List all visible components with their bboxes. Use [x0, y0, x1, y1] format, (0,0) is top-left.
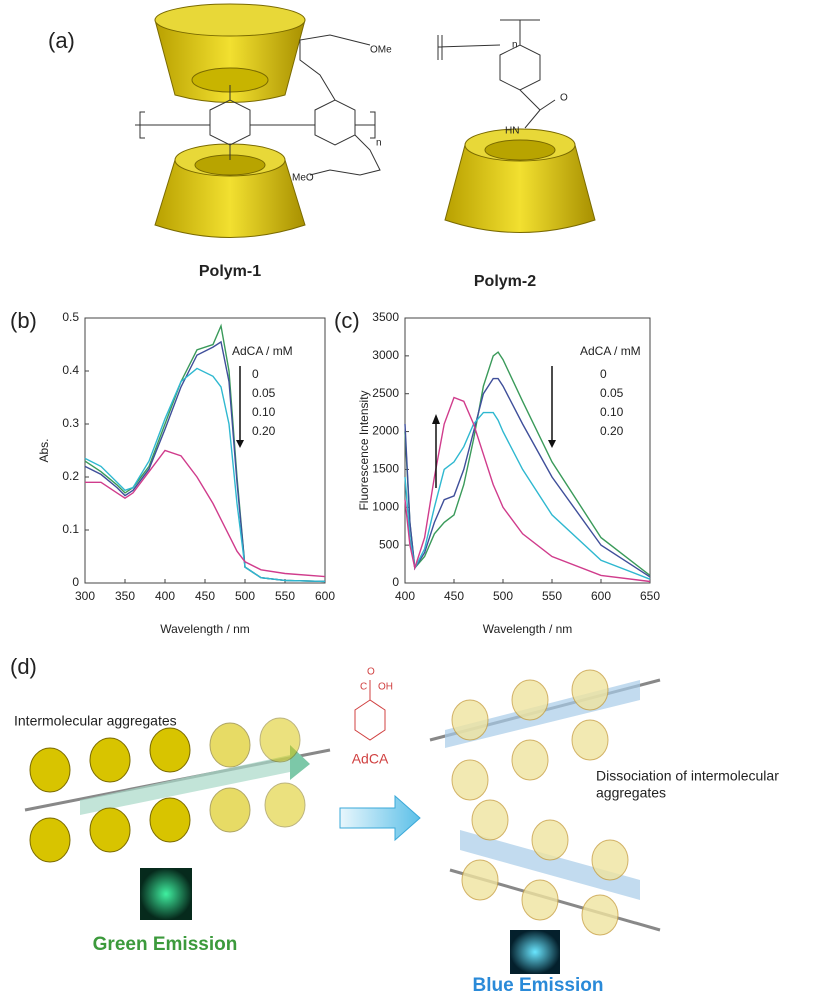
panel-label: (c) — [334, 308, 360, 333]
x-tick-label: 300 — [75, 589, 95, 603]
reagent-label: AdCA — [352, 751, 389, 767]
series-line — [404, 396, 651, 583]
x-axis-label: Wavelength / nm — [483, 622, 573, 636]
legend-label: 0.20 — [600, 424, 624, 438]
x-tick-label: 350 — [115, 589, 135, 603]
y-tick-label: 3000 — [372, 348, 399, 362]
y-tick-label: 0.1 — [62, 522, 79, 536]
y-tick-label: 0 — [392, 575, 399, 589]
x-tick-label: 550 — [275, 589, 295, 603]
emission-label: Green Emission — [93, 934, 238, 955]
y-tick-label: 1500 — [372, 462, 399, 476]
caption: Dissociation of intermolecular — [596, 768, 779, 784]
chem-label: n — [376, 138, 382, 149]
series-line — [84, 367, 326, 583]
y-axis-label: Abs. — [37, 438, 51, 462]
legend-label: 0 — [252, 367, 259, 381]
legend-arrow-head — [548, 440, 556, 448]
legend-title: AdCA / mM — [580, 344, 641, 358]
x-tick-label: 400 — [155, 589, 175, 603]
legend-label: 0.20 — [252, 424, 276, 438]
panel-label: (b) — [10, 308, 37, 333]
chem-label: OMe — [370, 45, 392, 56]
y-tick-label: 0 — [72, 575, 79, 589]
chem-label: OH — [378, 682, 393, 693]
caption: aggregates — [596, 785, 666, 801]
aggregate-left — [24, 717, 331, 920]
chem-label: n — [512, 40, 518, 51]
legend-arrow-head — [236, 440, 244, 448]
polymer-name: Polym-1 — [199, 263, 261, 280]
x-tick-label: 500 — [235, 589, 255, 603]
y-tick-label: 0.4 — [62, 363, 79, 377]
chem-label: MeO — [292, 173, 314, 184]
x-tick-label: 500 — [493, 589, 513, 603]
caption: Intermolecular aggregates — [14, 713, 177, 729]
polymer-name: Polym-2 — [474, 273, 536, 290]
chem-label: C — [360, 682, 367, 693]
series-line — [85, 449, 326, 578]
legend-label: 0.05 — [252, 386, 276, 400]
y-tick-label: 3500 — [372, 310, 399, 324]
y-tick-label: 0.2 — [62, 469, 79, 483]
series-line — [404, 377, 651, 578]
reaction-arrow — [339, 680, 421, 842]
series-line — [404, 351, 651, 576]
legend-label: 0.05 — [600, 386, 624, 400]
y-tick-label: 0.3 — [62, 416, 79, 430]
panel-label: (a) — [48, 28, 75, 53]
y-tick-label: 2000 — [372, 424, 399, 438]
y-tick-label: 2500 — [372, 386, 399, 400]
x-tick-label: 650 — [640, 589, 660, 603]
chem-label: HN — [505, 126, 519, 137]
y-axis-label: Fluorescence Intensity — [357, 390, 371, 510]
chem-label: O — [560, 93, 568, 104]
legend-label: 0.10 — [252, 405, 276, 419]
y-tick-label: 1000 — [372, 499, 399, 513]
chem-label: O — [367, 667, 375, 678]
x-tick-label: 550 — [542, 589, 562, 603]
series-line — [84, 323, 326, 583]
legend-label: 0.10 — [600, 405, 624, 419]
series-line — [84, 340, 326, 583]
aggregate-right — [429, 669, 661, 974]
x-tick-label: 450 — [195, 589, 215, 603]
legend-title: AdCA / mM — [232, 344, 293, 358]
emission-label: Blue Emission — [473, 975, 604, 996]
y-tick-label: 500 — [379, 537, 399, 551]
x-tick-label: 600 — [315, 589, 335, 603]
legend-label: 0 — [600, 367, 607, 381]
cyclodextrin — [154, 3, 596, 238]
x-tick-label: 600 — [591, 589, 611, 603]
backbone — [135, 19, 556, 176]
x-axis-label: Wavelength / nm — [160, 622, 250, 636]
y-tick-label: 0.5 — [62, 310, 79, 324]
plot-frame — [404, 317, 651, 584]
x-tick-label: 400 — [395, 589, 415, 603]
panel-label: (d) — [10, 654, 37, 679]
trend-arrow-head — [432, 414, 440, 424]
x-tick-label: 450 — [444, 589, 464, 603]
